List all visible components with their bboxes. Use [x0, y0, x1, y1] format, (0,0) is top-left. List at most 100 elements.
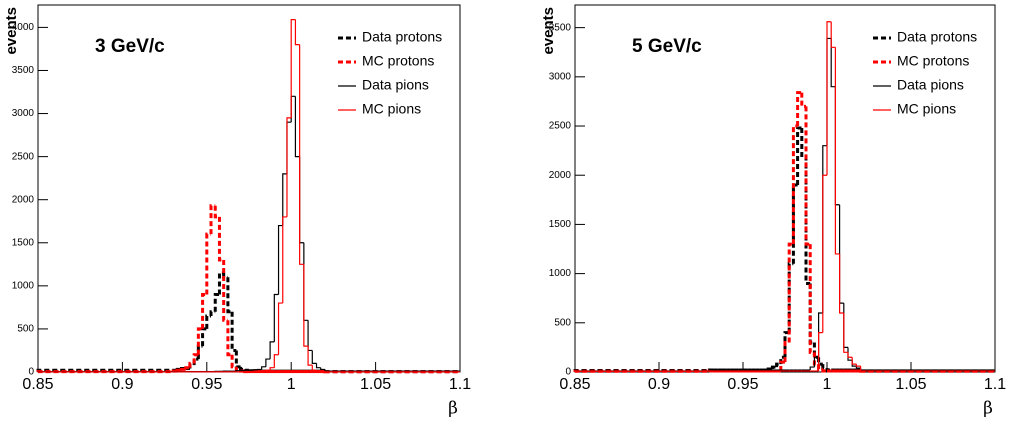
histogram-step	[860, 368, 995, 371]
y-tick-label: 0	[565, 367, 571, 378]
histogram-step	[188, 361, 195, 368]
histogram-step	[839, 253, 844, 314]
histogram-step	[282, 173, 287, 226]
histogram-step	[315, 363, 321, 369]
histogram-step	[226, 320, 233, 357]
x-tick-label: 1.1	[984, 376, 1006, 393]
x-tick-label: 1	[823, 376, 832, 393]
legend-label: MC protons	[897, 53, 969, 69]
y-tick-label: 1000	[549, 268, 572, 279]
histogram-step	[201, 327, 207, 347]
histogram-step	[847, 352, 853, 358]
histogram-step	[217, 216, 224, 262]
legend-label: MC pions	[897, 101, 956, 117]
histogram-step	[201, 292, 207, 329]
histogram-step	[834, 47, 840, 255]
y-tick-label: 2500	[12, 151, 35, 162]
histogram-step	[234, 350, 241, 369]
y-axis-label: events	[3, 7, 20, 55]
histogram-step	[286, 121, 292, 174]
legend-label: Data protons	[362, 29, 442, 45]
histogram-step	[826, 21, 832, 176]
histogram-step	[209, 310, 216, 317]
histogram-step	[843, 312, 848, 353]
legend-label: MC pions	[362, 101, 421, 117]
histogram-step	[273, 293, 279, 342]
histogram-step	[196, 327, 203, 355]
histogram-step	[826, 37, 832, 146]
legend-label: Data pions	[362, 77, 429, 93]
histogram-step	[265, 358, 271, 367]
x-tick-label: 0.9	[111, 376, 133, 393]
histogram-step	[307, 346, 313, 366]
histogram-step	[290, 19, 296, 118]
histogram-step	[809, 366, 815, 371]
histogram-step	[796, 91, 802, 127]
y-tick-label: 3500	[12, 65, 35, 76]
legend-label: MC protons	[362, 53, 434, 69]
histogram-step	[821, 369, 827, 373]
histogram-step	[230, 311, 237, 352]
histogram-step	[265, 369, 271, 372]
x-tick-label: 0.95	[727, 376, 758, 393]
y-axis-label: events	[540, 7, 557, 55]
histogram-step	[843, 303, 848, 349]
histogram-step	[303, 242, 309, 321]
histogram-step	[282, 216, 287, 304]
y-tick-label: 2000	[12, 194, 35, 205]
histogram-step	[192, 353, 199, 364]
histogram-step	[851, 360, 857, 367]
y-tick-label: 4000	[12, 22, 35, 33]
x-tick-label: 1.05	[895, 376, 926, 393]
histogram-step	[277, 224, 283, 295]
histogram-step	[286, 117, 292, 217]
histogram-step	[804, 106, 811, 246]
histogram-step	[213, 292, 220, 312]
x-tick-label: 0.95	[191, 376, 222, 393]
y-tick-label: 1500	[12, 237, 35, 248]
histogram-step	[230, 354, 237, 369]
histogram-step	[860, 366, 995, 372]
histogram-step	[311, 350, 317, 364]
histogram-step	[299, 44, 304, 265]
histogram-step	[775, 362, 781, 368]
histogram-step	[796, 126, 802, 186]
histogram-step	[770, 365, 777, 370]
histogram-step	[307, 320, 313, 352]
histogram-step	[779, 360, 785, 372]
histogram-step	[818, 332, 823, 372]
histogram-step	[239, 366, 245, 371]
legend-label: Data pions	[897, 77, 964, 93]
histogram-step	[205, 232, 212, 295]
histogram-step	[290, 95, 296, 123]
histogram-step	[311, 365, 317, 371]
y-tick-label: 3500	[549, 22, 572, 33]
histogram-step	[205, 314, 212, 329]
histogram-step	[315, 370, 321, 372]
panel: 0 500 1000 1500 2000 2500 3000 3500 0.85 0.9 0.95 1…	[540, 4, 1006, 419]
histogram-step	[847, 347, 853, 361]
y-tick-label: 1000	[12, 280, 35, 291]
histogram-step	[855, 366, 861, 369]
histogram-step	[277, 302, 283, 355]
x-tick-label: 1.1	[449, 376, 471, 393]
histogram-step	[787, 262, 794, 333]
x-tick-label: 1	[287, 376, 296, 393]
histogram-step	[209, 204, 216, 235]
y-tick-label: 3000	[549, 71, 572, 82]
histogram-step	[800, 92, 806, 108]
histogram-step	[822, 174, 827, 333]
histogram-step	[808, 244, 815, 354]
histogram-step	[261, 366, 266, 370]
y-tick-label: 0	[28, 367, 34, 378]
histogram-step	[303, 264, 309, 347]
histogram-step	[783, 340, 790, 363]
histogram-step	[830, 38, 836, 88]
histogram-step	[821, 364, 827, 370]
x-tick-label: 0.9	[648, 376, 670, 393]
histogram-step	[839, 204, 844, 304]
histogram-step	[851, 357, 857, 365]
x-axis-label: β	[448, 399, 458, 419]
